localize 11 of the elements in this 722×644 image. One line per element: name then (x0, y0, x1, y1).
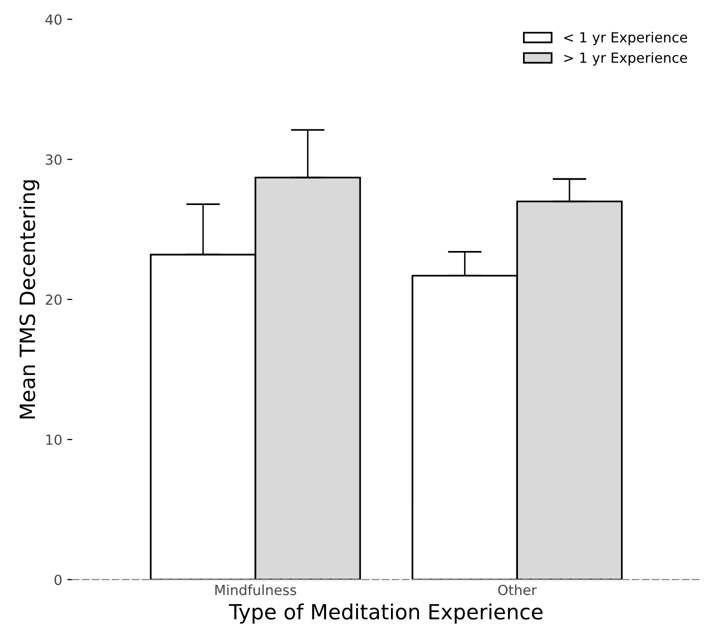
y-tick-label: 30 (46, 154, 62, 165)
legend-label: < 1 yr Experience (564, 32, 688, 46)
y-tick-label: 0 (54, 574, 62, 586)
x-tick-label: Other (498, 584, 537, 596)
y-axis-title: Mean TMS Decentering (19, 180, 40, 418)
x-tick-label: Mindfulness (215, 584, 296, 596)
legend-label: > 1 yr Experience (564, 52, 688, 66)
y-tick-label: 40 (45, 14, 62, 25)
y-tick-label: 20 (46, 294, 62, 305)
x-axis-title: Type of Meditation Experience (228, 603, 542, 624)
y-tick-label: 10 (46, 434, 62, 446)
